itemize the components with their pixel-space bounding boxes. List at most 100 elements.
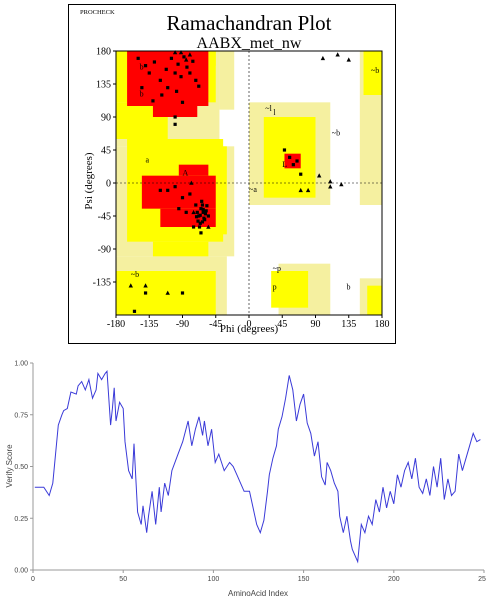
residue-square xyxy=(147,71,151,75)
residue-square xyxy=(166,86,170,90)
verify-axes xyxy=(30,362,485,573)
residue-square xyxy=(195,210,199,214)
residue-square xyxy=(164,67,168,71)
additional-region-5 xyxy=(116,271,216,315)
favoured-region-2 xyxy=(141,175,216,209)
favoured-region-4 xyxy=(178,164,209,176)
residue-square xyxy=(143,291,148,295)
verify-score-line xyxy=(34,370,481,564)
region-label: L xyxy=(282,160,287,169)
psi-tick-label: -90 xyxy=(98,245,111,256)
residue-square xyxy=(202,216,206,220)
residue-square xyxy=(191,59,195,63)
region-label: p xyxy=(273,282,277,291)
residue-triangle xyxy=(172,50,178,55)
region-label: l xyxy=(273,108,276,117)
region-label: ~p xyxy=(273,264,281,273)
residue-square xyxy=(151,99,155,103)
verify-y-tick-label: 0.50 xyxy=(14,464,28,471)
residue-square xyxy=(201,210,205,214)
region-label: ~l xyxy=(265,104,272,113)
program-label: PROCHECK xyxy=(80,9,115,16)
region-label: A xyxy=(183,169,189,178)
verify-x-tick-label: 150 xyxy=(298,576,310,583)
additional-region-8 xyxy=(271,271,309,308)
residue-square xyxy=(203,212,208,216)
residue-square xyxy=(197,225,202,229)
residue-square xyxy=(200,199,204,203)
residue-square xyxy=(169,56,174,60)
psi-tick-label: 0 xyxy=(106,179,111,190)
region-label: ~b xyxy=(371,66,379,75)
residue-square xyxy=(199,207,203,211)
residue-square xyxy=(184,210,188,214)
residue-square xyxy=(188,71,192,75)
residue-square xyxy=(173,115,177,119)
phi-tick-label: -180 xyxy=(107,319,125,330)
residue-square xyxy=(185,65,189,69)
region-label: ~b xyxy=(131,270,139,279)
residue-square xyxy=(174,89,179,93)
residue-square xyxy=(196,219,200,223)
residue-triangle xyxy=(206,224,211,229)
verify-tick-labels: 0 50 100 150 200 250 0.00 0.25 0.50 0.75 1.00 xyxy=(14,361,486,584)
residue-triangle xyxy=(187,52,193,57)
residue-square xyxy=(173,122,177,126)
residue-square xyxy=(201,207,205,211)
residue-triangle xyxy=(346,57,351,62)
residue-square xyxy=(180,291,185,295)
residue-square xyxy=(182,55,186,59)
additional-region-9 xyxy=(363,51,382,95)
verify-y-tick-label: 0.75 xyxy=(14,412,28,419)
psi-tick-label: 180 xyxy=(96,47,111,58)
residue-square xyxy=(204,209,208,213)
residue-triangle xyxy=(328,179,333,184)
residue-square xyxy=(282,148,287,152)
residue-square xyxy=(160,93,164,97)
plot-title: Ramachandran Plot xyxy=(166,11,331,35)
region-label: b xyxy=(140,89,144,98)
residue-triangle xyxy=(178,50,184,55)
residue-square xyxy=(194,215,199,219)
psi-tick-label: -135 xyxy=(93,278,111,289)
residue-square xyxy=(206,214,210,218)
phi-tick-label: -90 xyxy=(176,319,189,330)
favoured-region-1 xyxy=(152,106,198,117)
phi-tick-label: 135 xyxy=(341,319,356,330)
region-label: ~a xyxy=(249,185,257,194)
residue-square xyxy=(176,62,180,66)
phi-tick-label: 0 xyxy=(247,319,252,330)
residue-triangle xyxy=(143,283,148,288)
residue-square xyxy=(136,56,140,60)
residue-square xyxy=(140,86,144,90)
residue-square xyxy=(295,159,299,163)
residue-triangle xyxy=(298,187,303,193)
psi-tick-label: 90 xyxy=(101,113,111,124)
residue-square xyxy=(180,196,185,200)
residue-square xyxy=(166,188,170,192)
residue-square xyxy=(205,204,209,208)
generous-region-3 xyxy=(219,51,235,110)
rama-axes-lines xyxy=(113,50,383,318)
region-label: b xyxy=(140,62,144,71)
residue-triangle xyxy=(320,55,326,61)
residue-triangle xyxy=(183,57,189,62)
verify-x-tick-label: 50 xyxy=(119,576,127,583)
psi-tick-label: -45 xyxy=(98,212,111,223)
residue-points xyxy=(128,50,351,313)
phi-tick-label: 90 xyxy=(311,319,321,330)
residue-triangle xyxy=(191,209,196,215)
region-label: ~b xyxy=(332,128,340,137)
residue-triangle xyxy=(165,290,170,295)
region-labels: b b a Al L ~a ~l ~b ~b ~b ~p p b xyxy=(131,62,379,291)
residue-triangle xyxy=(305,187,311,193)
psi-tick-label: 135 xyxy=(96,80,111,91)
additional-region-10 xyxy=(367,285,382,315)
region-label: b xyxy=(347,282,351,291)
phi-tick-label: -45 xyxy=(209,319,222,330)
residue-square xyxy=(200,220,205,224)
residue-triangle xyxy=(335,52,340,57)
residue-square xyxy=(173,185,177,189)
residue-square xyxy=(143,64,148,68)
residue-square xyxy=(132,309,137,313)
